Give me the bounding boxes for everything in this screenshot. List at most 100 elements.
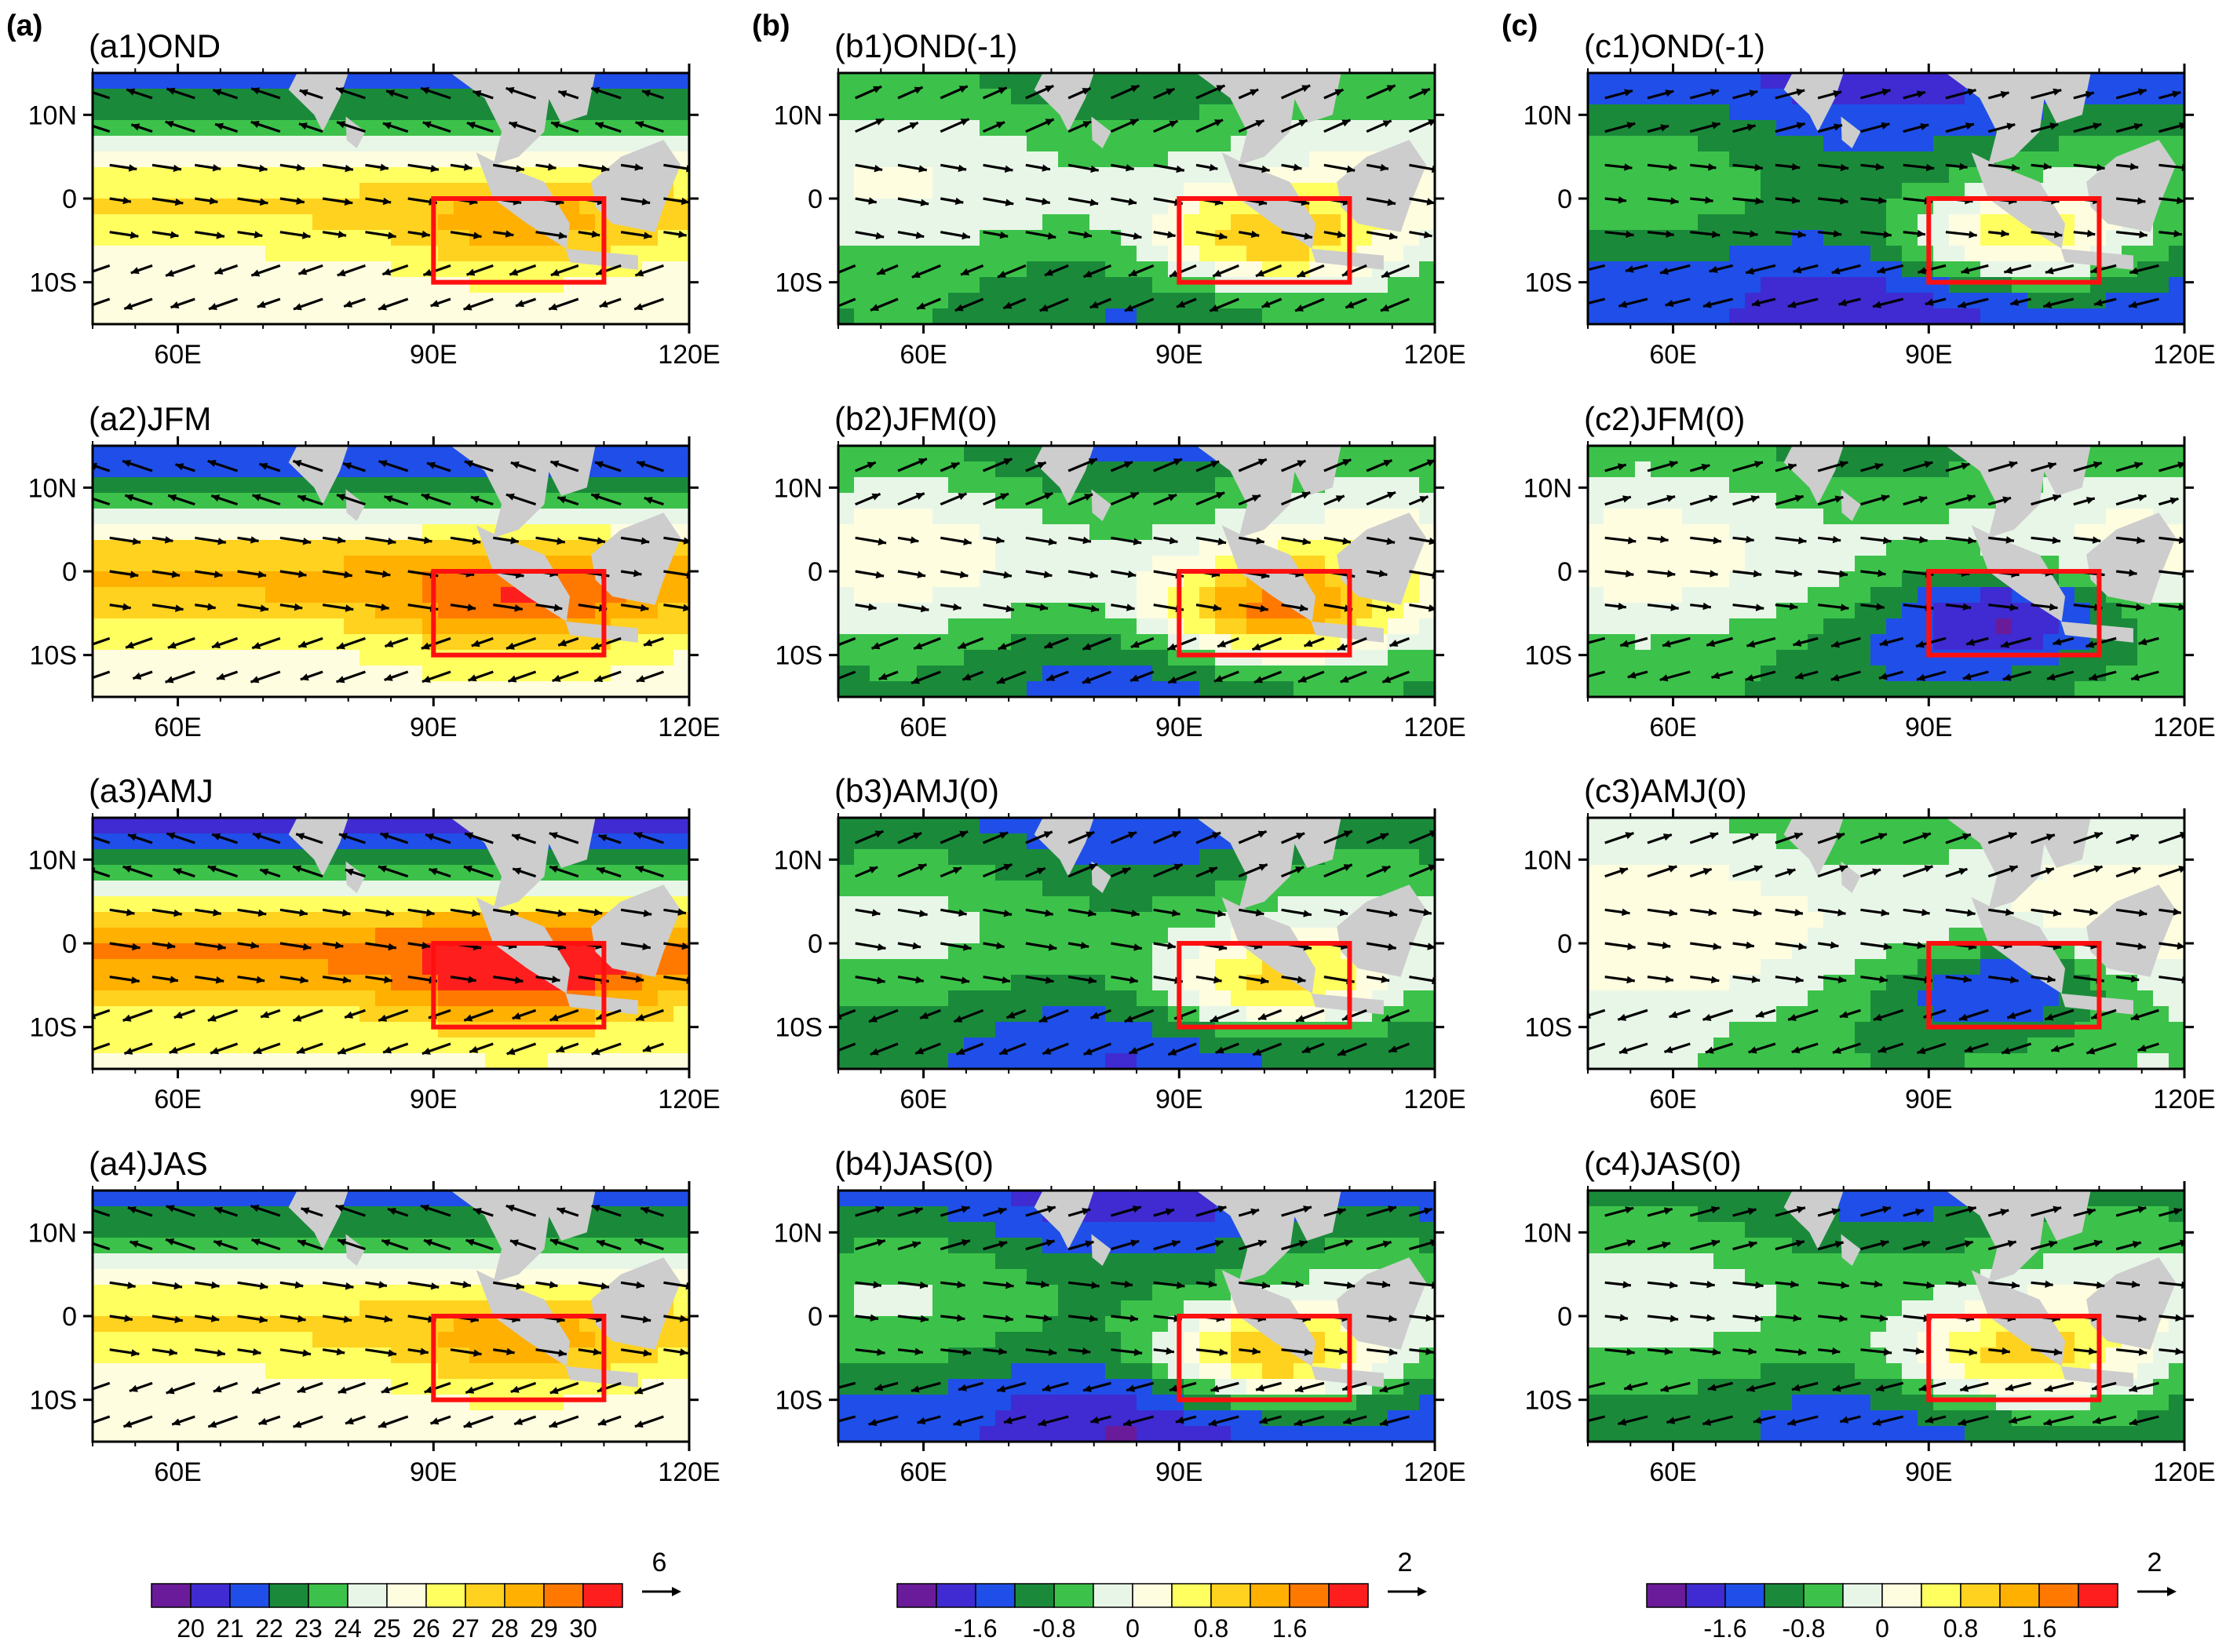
field-cell xyxy=(964,183,980,199)
wind-vector-head xyxy=(1039,304,1049,312)
field-cell xyxy=(328,214,345,231)
field-cell xyxy=(454,246,470,262)
field-cell xyxy=(501,1379,517,1395)
field-cell xyxy=(359,666,376,682)
field-cell xyxy=(579,1379,596,1395)
field-cell xyxy=(454,571,470,588)
field-cell xyxy=(344,1022,360,1038)
field-cell xyxy=(344,1053,360,1069)
field-cell xyxy=(1121,246,1137,262)
field-cell xyxy=(438,477,454,494)
colorbar-tick-label: 22 xyxy=(255,1614,283,1643)
field-cell xyxy=(1341,524,1357,541)
field-cell xyxy=(1089,446,1106,462)
lat-tick-label: 10N xyxy=(28,100,77,130)
field-cell xyxy=(234,1206,250,1223)
field-cell xyxy=(203,990,219,1007)
lon-tick-label: 90E xyxy=(410,340,458,370)
field-cell xyxy=(140,1426,156,1442)
wind-vector-head xyxy=(1166,88,1175,96)
wind-vector-head xyxy=(345,1282,354,1290)
field-cell xyxy=(234,261,250,278)
field-cell xyxy=(673,73,689,89)
field-cell xyxy=(1105,524,1122,541)
field-cell xyxy=(187,136,203,152)
field-cell xyxy=(140,975,156,991)
field-cell xyxy=(250,1347,266,1364)
field-cell xyxy=(642,849,659,866)
field-cell xyxy=(171,1222,188,1238)
field-cell xyxy=(454,120,470,137)
field-cell xyxy=(391,477,407,494)
field-cell xyxy=(140,230,156,246)
field-cell xyxy=(501,990,517,1007)
field-cell xyxy=(359,1206,376,1223)
field-cell xyxy=(595,446,611,462)
field-cell xyxy=(328,1395,345,1411)
field-cell xyxy=(124,1426,140,1442)
wind-vector-head xyxy=(168,494,177,501)
field-cell xyxy=(108,1022,125,1038)
field-cell xyxy=(108,1222,125,1238)
wind-vector-head xyxy=(297,494,307,502)
field-cell xyxy=(1011,136,1027,152)
field-cell xyxy=(359,912,376,928)
field-cell xyxy=(250,446,266,462)
field-cell xyxy=(265,912,282,928)
field-cell xyxy=(312,199,329,215)
wind-vector-head xyxy=(261,1011,270,1019)
field-cell xyxy=(579,1285,596,1301)
field-cell xyxy=(1309,136,1326,152)
field-cell xyxy=(234,1038,250,1054)
wind-vector-head xyxy=(550,460,560,468)
field-cell xyxy=(375,849,392,866)
field-cell xyxy=(250,896,266,913)
field-cell xyxy=(1309,509,1326,525)
field-cell xyxy=(501,959,517,976)
field-cell xyxy=(312,603,329,619)
field-cell xyxy=(1325,167,1341,184)
field-cell xyxy=(359,1191,376,1207)
field-cell xyxy=(187,912,203,928)
field-cell xyxy=(948,556,965,572)
field-cell xyxy=(187,1316,203,1333)
field-cell xyxy=(1089,230,1106,246)
field-cell xyxy=(454,666,470,682)
field-cell xyxy=(1356,446,1373,462)
field-cell xyxy=(1042,650,1059,666)
field-cell xyxy=(885,308,902,324)
field-cell xyxy=(312,896,329,913)
field-cell xyxy=(344,1395,360,1411)
field-cell xyxy=(1058,167,1075,184)
field-cell xyxy=(155,293,172,309)
wind-vector-head xyxy=(296,833,305,841)
wind-vector-head xyxy=(421,942,430,950)
field-cell xyxy=(1011,246,1027,262)
field-cell xyxy=(917,230,933,246)
field-cell xyxy=(516,1347,533,1364)
field-cell xyxy=(532,1395,549,1411)
field-cell xyxy=(218,618,235,635)
wind-vector-head xyxy=(166,942,176,950)
field-cell xyxy=(124,73,140,89)
field-cell xyxy=(1074,136,1090,152)
field-cell xyxy=(375,618,392,635)
field-cell xyxy=(870,136,886,152)
field-cell xyxy=(234,136,250,152)
field-cell xyxy=(1199,214,1216,231)
field-cell xyxy=(171,1347,188,1364)
field-cell xyxy=(140,959,156,976)
field-cell xyxy=(995,524,1012,541)
field-cell xyxy=(438,943,454,960)
field-cell xyxy=(854,618,870,635)
field-cell xyxy=(265,477,282,494)
field-cell xyxy=(1388,120,1404,137)
field-cell xyxy=(564,1395,580,1411)
field-cell xyxy=(1341,681,1357,697)
field-cell xyxy=(234,912,250,928)
field-cell xyxy=(469,477,486,494)
field-cell xyxy=(1403,446,1420,462)
wind-vector-head xyxy=(421,675,431,683)
field-cell xyxy=(485,571,502,588)
field-cell xyxy=(579,136,596,152)
